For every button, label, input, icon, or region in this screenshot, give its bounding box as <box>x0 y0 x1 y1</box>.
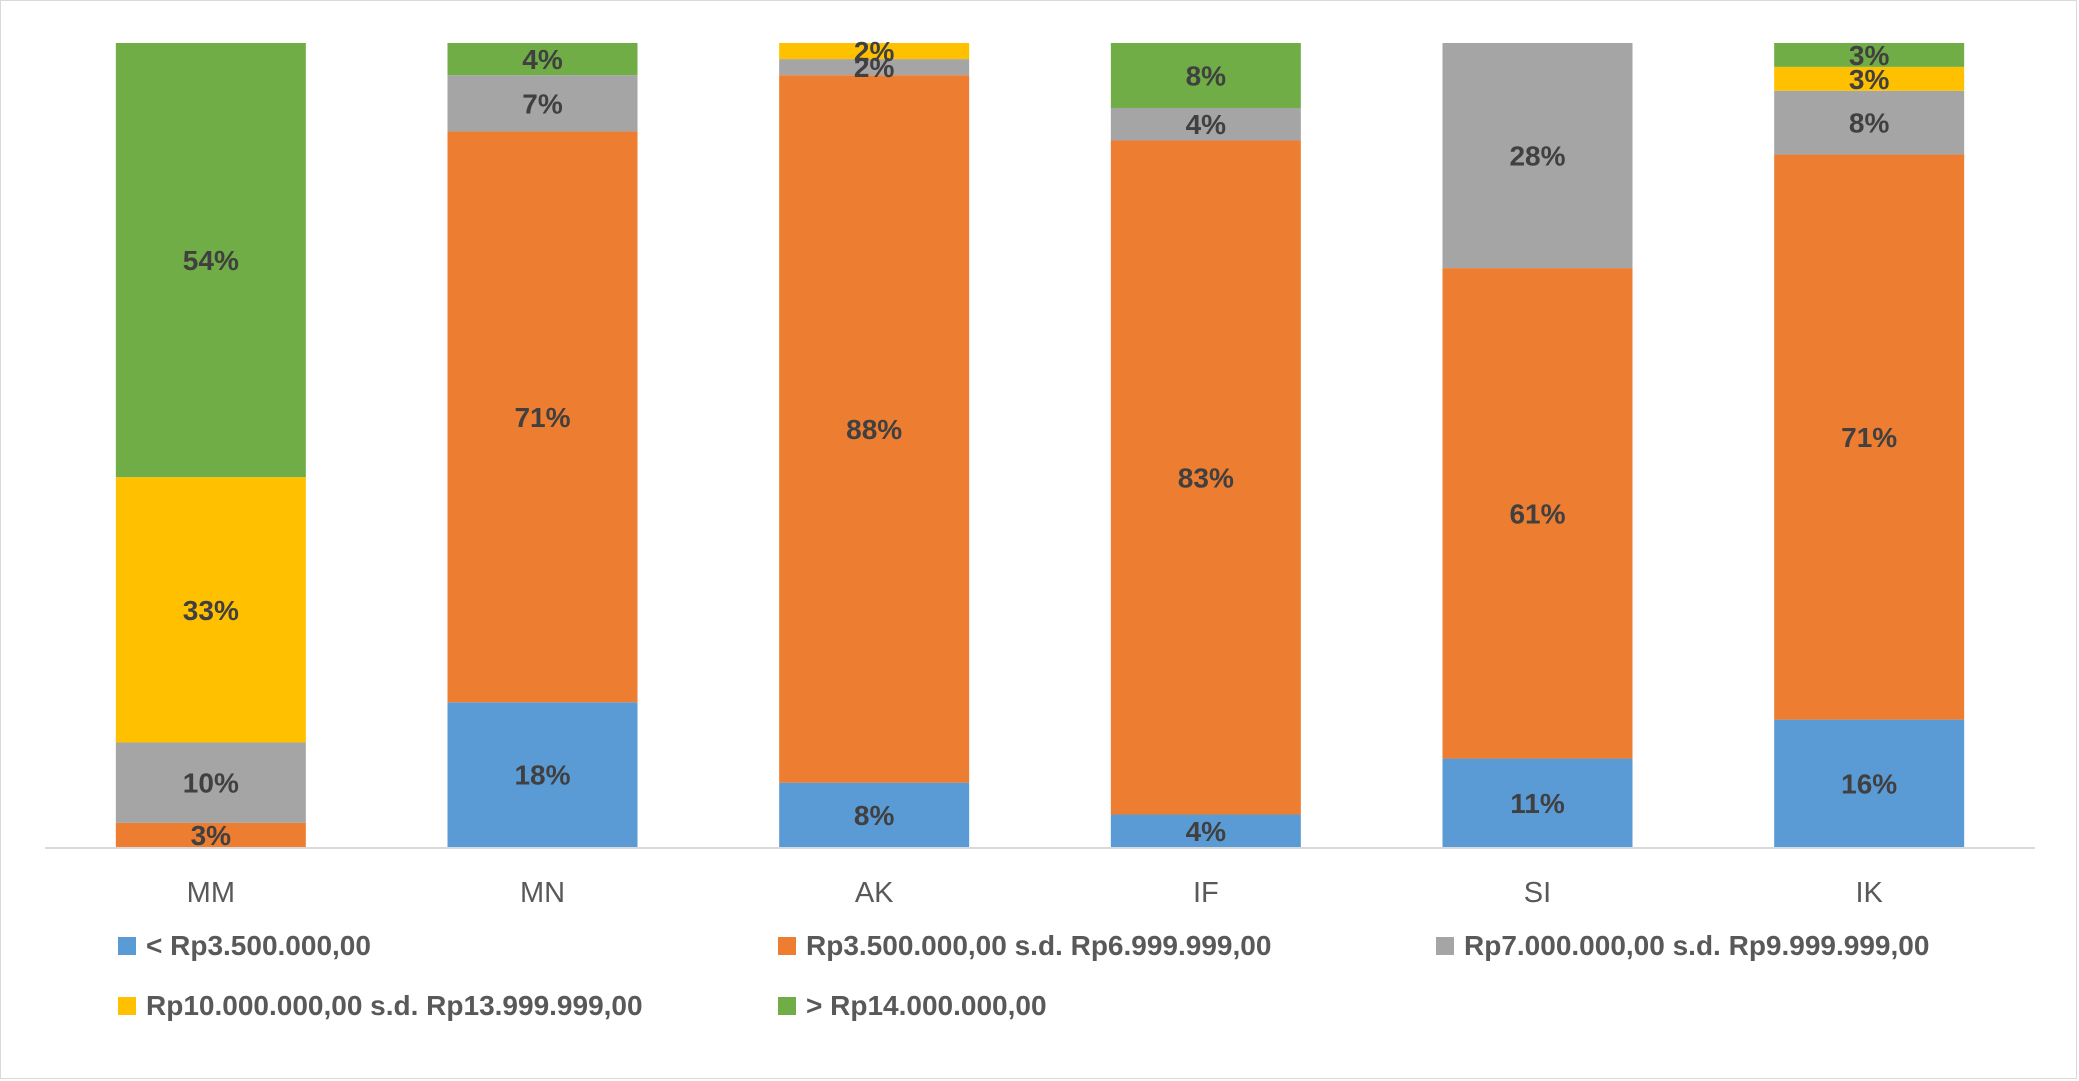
category-label-ak: AK <box>855 877 894 909</box>
bar-segment-ik-s4 <box>1774 43 1965 67</box>
category-label-if: IF <box>1193 877 1219 909</box>
data-label-mn-s4: 4% <box>522 44 563 75</box>
data-label-if-s2: 4% <box>1186 109 1227 140</box>
bar-segment-if-s4 <box>1110 43 1301 108</box>
data-label-if-s4: 8% <box>1186 60 1227 91</box>
data-label-si-s0: 11% <box>1510 788 1565 819</box>
bar-segment-ik-s0 <box>1774 719 1965 847</box>
bar-segment-ik-s1 <box>1774 154 1965 720</box>
bar-segment-mn-s4 <box>447 43 638 76</box>
bar-segment-ak-s1 <box>779 75 970 783</box>
bar-segment-mm-s3 <box>115 477 306 743</box>
bar-segment-if-s0 <box>1110 814 1301 847</box>
bar-segment-mn-s2 <box>447 75 638 132</box>
category-labels-group: MM MN AK IF SI IK <box>187 877 1884 909</box>
category-label-ik: IK <box>1855 877 1883 909</box>
bar-segment-mm-s1 <box>115 822 306 847</box>
bar-segment-ik-s3 <box>1774 66 1965 91</box>
data-label-mm-s2: 10% <box>183 768 239 799</box>
data-label-if-s1: 83% <box>1178 462 1234 493</box>
bar-segment-mn-s0 <box>447 702 638 847</box>
category-label-si: SI <box>1524 877 1551 909</box>
data-labels-group: 3% 10% 33% 54% 18% 71% 7% 4% 8% 88% 2%2% 4% 83% 4% 8% 1… <box>183 36 1897 851</box>
data-label-mm-s4: 54% <box>183 245 239 276</box>
data-label-ik-s3: 3% <box>1849 64 1890 95</box>
data-label-ak-s3: 2% <box>854 36 895 67</box>
data-label-mn-s2: 7% <box>522 88 563 119</box>
data-label-mn-s0: 18% <box>514 760 570 791</box>
data-label-ak-s0: 8% <box>854 800 895 831</box>
data-label-mn-s1: 71% <box>514 402 570 433</box>
data-label-ak-s2: 2% <box>854 52 895 83</box>
data-label-mm-s3: 33% <box>183 595 239 626</box>
bar-segment-si-s0 <box>1442 758 1633 847</box>
data-label-si-s1: 61% <box>1509 498 1565 529</box>
bar-segment-if-s2 <box>1110 107 1301 141</box>
category-label-mm: MM <box>187 877 235 909</box>
data-label-ik-s1: 71% <box>1841 422 1897 453</box>
bar-segment-si-s1 <box>1442 268 1633 759</box>
data-label-if-s0: 4% <box>1186 816 1227 847</box>
bar-segment-mm-s4 <box>115 43 306 478</box>
bar-segment-ak-s2 <box>779 59 970 76</box>
bars-group <box>115 43 1965 847</box>
bar-segment-ik-s2 <box>1774 90 1965 155</box>
bar-segment-mn-s1 <box>447 131 638 703</box>
bar-segment-if-s1 <box>1110 140 1301 815</box>
bar-segment-si-s2 <box>1442 43 1633 269</box>
data-label-mm-s1: 3% <box>191 820 232 851</box>
data-label-ik-s2: 8% <box>1849 108 1890 139</box>
data-label-si-s2: 28% <box>1509 141 1565 172</box>
bar-segment-ak-s3 <box>779 43 970 60</box>
category-label-mn: MN <box>520 877 565 909</box>
bar-segment-ak-s0 <box>779 782 970 847</box>
data-label-ak-s1: 88% <box>846 414 902 445</box>
bar-segment-mm-s2 <box>115 742 306 823</box>
data-label-ik-s0: 16% <box>1841 768 1897 799</box>
data-label-ik-s4: 3% <box>1849 40 1890 71</box>
